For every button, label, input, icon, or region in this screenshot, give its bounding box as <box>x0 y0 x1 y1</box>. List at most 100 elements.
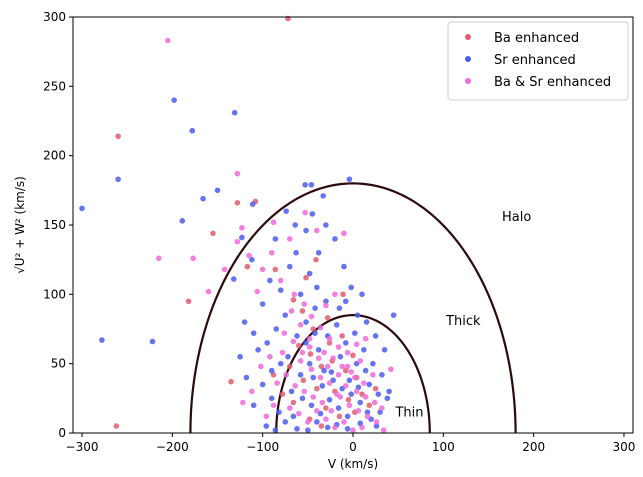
point-sr-enhanced <box>344 413 351 420</box>
point-sr-enhanced <box>276 409 282 416</box>
point-ba-sr-enhanced <box>323 416 329 422</box>
point-sr-enhanced <box>309 211 316 217</box>
point-sr-enhanced <box>361 347 367 353</box>
point-sr-enhanced <box>306 360 313 367</box>
region-label-thin: Thin <box>394 405 423 420</box>
point-ba-sr-enhanced <box>286 405 293 411</box>
point-sr-enhanced <box>328 369 335 375</box>
point-ba-sr-enhanced <box>292 383 298 389</box>
point-sr-enhanced <box>299 395 306 402</box>
x-tick-label: −300 <box>66 440 99 454</box>
point-sr-enhanced <box>326 396 333 403</box>
point-sr-enhanced <box>346 377 353 384</box>
point-sr-enhanced <box>305 427 311 434</box>
point-ba-enhanced <box>286 363 293 370</box>
point-ba-sr-enhanced <box>353 341 360 348</box>
point-ba-sr-enhanced <box>254 288 261 295</box>
point-ba-sr-enhanced <box>302 209 308 216</box>
point-sr-enhanced <box>293 249 299 256</box>
point-sr-enhanced <box>357 399 364 406</box>
legend-label-ba-sr-enhanced: Ba & Sr enhanced <box>494 75 611 90</box>
point-sr-enhanced <box>336 305 343 312</box>
legend-box <box>447 21 629 101</box>
point-ba-sr-enhanced <box>353 388 360 395</box>
point-ba-enhanced <box>279 391 286 397</box>
point-ba-sr-enhanced <box>388 366 394 373</box>
point-ba-enhanced <box>336 413 343 420</box>
point-ba-enhanced <box>345 396 352 403</box>
point-ba-enhanced <box>324 315 331 321</box>
point-sr-enhanced <box>149 338 156 345</box>
point-sr-enhanced <box>337 353 344 360</box>
point-sr-enhanced <box>314 419 320 425</box>
point-sr-enhanced <box>364 409 371 416</box>
point-sr-enhanced <box>230 276 237 282</box>
point-sr-enhanced <box>354 312 361 318</box>
point-sr-enhanced <box>282 312 289 318</box>
point-ba-enhanced <box>307 351 314 357</box>
point-ba-sr-enhanced <box>352 374 358 381</box>
point-sr-enhanced <box>292 222 298 228</box>
point-sr-enhanced <box>333 322 340 328</box>
point-sr-enhanced <box>259 381 266 388</box>
y-tick-label: 50 <box>51 357 66 371</box>
point-ba-sr-enhanced <box>332 424 338 431</box>
point-sr-enhanced <box>294 333 300 339</box>
point-sr-enhanced <box>379 371 385 378</box>
point-sr-enhanced <box>306 270 313 277</box>
y-tick-label: 0 <box>58 426 66 440</box>
point-ba-sr-enhanced <box>301 301 308 307</box>
point-ba-sr-enhanced <box>326 335 333 342</box>
point-ba-sr-enhanced <box>165 37 171 44</box>
y-tick-label: 200 <box>43 149 66 163</box>
point-sr-enhanced <box>344 426 351 432</box>
point-ba-sr-enhanced <box>259 266 266 273</box>
point-sr-enhanced <box>272 427 279 434</box>
point-sr-enhanced <box>315 249 322 256</box>
point-sr-enhanced <box>320 193 326 199</box>
point-ba-enhanced <box>185 298 192 305</box>
point-ba-sr-enhanced <box>305 419 311 425</box>
point-sr-enhanced <box>310 374 317 381</box>
point-ba-enhanced <box>323 405 329 411</box>
point-ba-enhanced <box>340 291 346 298</box>
region-labels: Halo Thick Thin <box>394 210 531 421</box>
point-sr-enhanced <box>308 402 315 409</box>
point-sr-enhanced <box>285 353 291 360</box>
point-sr-enhanced <box>390 312 397 318</box>
point-sr-enhanced <box>314 284 320 291</box>
point-sr-enhanced <box>294 426 300 432</box>
point-sr-enhanced <box>348 391 354 397</box>
point-sr-enhanced <box>290 413 297 420</box>
point-ba-enhanced <box>372 385 379 392</box>
point-sr-enhanced <box>370 360 376 367</box>
point-ba-sr-enhanced <box>274 380 280 386</box>
point-sr-enhanced <box>200 195 206 202</box>
point-sr-enhanced <box>362 367 369 374</box>
point-ba-sr-enhanced <box>308 366 315 373</box>
point-sr-enhanced <box>268 395 275 402</box>
point-ba-sr-enhanced <box>355 408 362 414</box>
point-sr-enhanced <box>273 326 280 332</box>
point-sr-enhanced <box>249 201 256 207</box>
point-sr-enhanced <box>302 181 308 188</box>
point-sr-enhanced <box>352 330 358 336</box>
point-ba-sr-enhanced <box>364 413 371 420</box>
region-label-halo: Halo <box>502 210 531 225</box>
point-sr-enhanced <box>263 423 270 429</box>
point-ba-sr-enhanced <box>335 371 342 378</box>
point-ba-sr-enhanced <box>317 374 324 381</box>
legend-marker-sr-enhanced <box>465 56 471 62</box>
point-ba-sr-enhanced <box>346 402 353 409</box>
point-ba-enhanced <box>314 385 320 392</box>
point-sr-enhanced <box>342 298 349 305</box>
point-sr-enhanced <box>264 340 270 346</box>
point-sr-enhanced <box>363 319 370 325</box>
point-ba-sr-enhanced <box>332 291 338 298</box>
point-ba-sr-enhanced <box>283 371 289 378</box>
point-sr-enhanced <box>214 187 221 194</box>
point-ba-sr-enhanced <box>301 388 308 395</box>
point-sr-enhanced <box>386 388 392 395</box>
point-sr-enhanced <box>250 330 257 336</box>
